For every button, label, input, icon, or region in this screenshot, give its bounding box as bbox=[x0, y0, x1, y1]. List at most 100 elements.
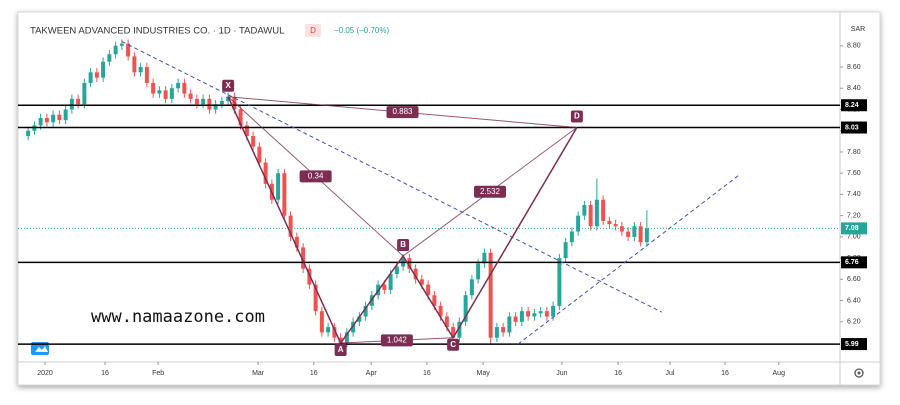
candle-body bbox=[226, 96, 231, 101]
level-label: 8.24 bbox=[845, 102, 859, 109]
candle-body bbox=[363, 305, 368, 317]
candle-body bbox=[176, 82, 181, 89]
candle-body bbox=[107, 54, 112, 62]
candle-body bbox=[151, 82, 156, 94]
candle-body bbox=[132, 56, 137, 73]
candle-body bbox=[326, 327, 331, 333]
y-tick-label: 8.60 bbox=[847, 64, 861, 71]
point-label: X bbox=[225, 81, 231, 90]
logo bbox=[31, 342, 49, 355]
candle-body bbox=[557, 258, 562, 306]
candle-body bbox=[513, 316, 518, 322]
candle-body bbox=[163, 90, 168, 99]
candle-body bbox=[644, 228, 649, 243]
candle-body bbox=[451, 327, 456, 338]
candle-body bbox=[332, 327, 337, 338]
candle-body bbox=[638, 226, 643, 243]
y-tick-label: 6.20 bbox=[847, 319, 861, 326]
y-tick-label: 8.80 bbox=[847, 43, 861, 50]
candle-body bbox=[476, 263, 481, 280]
candle-body bbox=[588, 205, 593, 227]
candle-body bbox=[182, 82, 187, 94]
pattern-leg bbox=[227, 96, 342, 344]
candle-body bbox=[494, 327, 499, 338]
candle-body bbox=[594, 199, 599, 227]
x-tick-label: Mar bbox=[252, 370, 265, 377]
candle-body bbox=[457, 321, 462, 338]
candle-body bbox=[519, 311, 524, 322]
candle-body bbox=[551, 305, 556, 317]
candle-body bbox=[613, 224, 618, 227]
settings-icon[interactable] bbox=[854, 368, 864, 378]
x-tick-label: 16 bbox=[101, 370, 109, 377]
candle-body bbox=[301, 247, 306, 269]
ratio-box bbox=[474, 185, 506, 198]
y-tick-label: 7.00 bbox=[847, 234, 861, 241]
candle-body bbox=[288, 215, 293, 237]
candle-body bbox=[144, 67, 149, 83]
x-tick-label: 16 bbox=[721, 370, 729, 377]
candle-body bbox=[438, 305, 443, 317]
level-label: 8.03 bbox=[845, 124, 859, 131]
point-label: B bbox=[400, 240, 406, 249]
candle-body bbox=[113, 45, 118, 55]
candle-body bbox=[44, 117, 49, 123]
candle-body bbox=[276, 173, 281, 200]
point-label: A bbox=[338, 345, 344, 354]
candle-body bbox=[26, 130, 31, 137]
x-tick-label: 2020 bbox=[37, 370, 53, 377]
candle-body bbox=[101, 61, 106, 78]
y-tick-label: 6.60 bbox=[847, 276, 861, 283]
level-label: 6.76 bbox=[845, 259, 859, 266]
point-box bbox=[222, 79, 235, 92]
candle-body bbox=[207, 98, 212, 110]
candle-body bbox=[357, 316, 362, 322]
x-tick-label: Feb bbox=[152, 370, 164, 377]
candle-body bbox=[426, 284, 431, 296]
candle-body bbox=[388, 274, 393, 290]
ratio-label: 2.532 bbox=[480, 187, 501, 196]
candle-body bbox=[38, 117, 43, 126]
pattern-leg bbox=[452, 127, 578, 339]
candle-body bbox=[482, 252, 487, 264]
candle-body bbox=[382, 284, 387, 290]
point-label: D bbox=[574, 112, 580, 121]
candle-body bbox=[538, 311, 543, 314]
candle-body bbox=[307, 268, 312, 285]
level-tag bbox=[841, 338, 867, 351]
y-tick-label: 7.20 bbox=[847, 212, 861, 219]
level-tag bbox=[841, 256, 867, 269]
candle-body bbox=[344, 332, 349, 344]
ratio-label: 0.883 bbox=[392, 107, 413, 116]
candle-body bbox=[238, 109, 243, 126]
candle-body bbox=[394, 266, 399, 275]
candle-body bbox=[63, 109, 68, 121]
y-tick-label: 7.60 bbox=[847, 170, 861, 177]
candle-body bbox=[601, 199, 606, 221]
candle-body bbox=[419, 279, 424, 285]
trendline bbox=[121, 41, 663, 313]
point-label: C bbox=[450, 340, 456, 349]
y-tick-label: 7.80 bbox=[847, 149, 861, 156]
candle-body bbox=[119, 43, 124, 46]
last-price-tag bbox=[841, 222, 867, 235]
candle-body bbox=[157, 90, 162, 94]
x-tick-label: Apr bbox=[366, 370, 378, 377]
point-box bbox=[570, 110, 583, 123]
candle-body bbox=[413, 268, 418, 280]
ratio-label: 0.34 bbox=[308, 171, 324, 180]
ratio-box bbox=[299, 170, 332, 183]
ratio-box bbox=[380, 334, 413, 347]
last-price-label: 7.08 bbox=[845, 225, 859, 232]
ratio-box bbox=[386, 106, 419, 119]
candle-body bbox=[94, 72, 99, 78]
candle-body bbox=[444, 316, 449, 328]
pattern-leg bbox=[340, 255, 404, 344]
candle-body bbox=[407, 258, 412, 269]
candle-body bbox=[619, 226, 624, 232]
ratio-label: 1.042 bbox=[387, 335, 408, 344]
candle-body bbox=[251, 136, 256, 147]
candle-body bbox=[463, 295, 468, 322]
